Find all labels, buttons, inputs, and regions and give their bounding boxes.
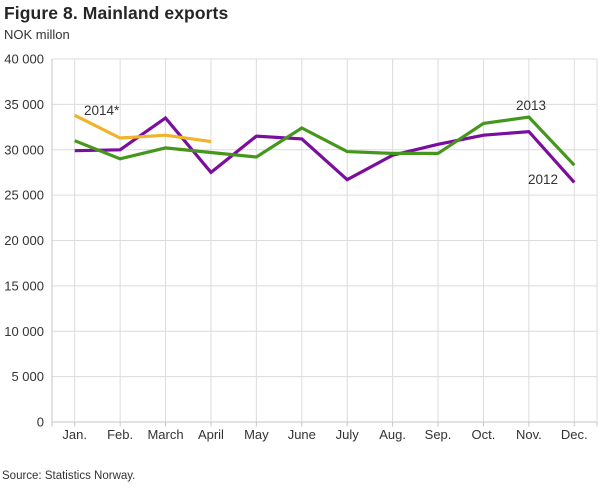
x-axis-label: April: [198, 427, 224, 442]
x-axis-label: June: [288, 427, 316, 442]
x-axis-label: Aug.: [379, 427, 406, 442]
series-label-2012: 2012: [528, 172, 558, 187]
y-axis-label: 25 000: [4, 188, 44, 203]
x-axis-label: July: [336, 427, 360, 442]
x-axis-label: March: [147, 427, 183, 442]
y-axis-label: 0: [37, 415, 44, 430]
y-axis-label: 5 000: [11, 369, 44, 384]
x-axis-label: Sep.: [425, 427, 452, 442]
chart-title: Figure 8. Mainland exports: [4, 3, 229, 23]
x-axis-label: Oct.: [472, 427, 496, 442]
source-note: Source: Statistics Norway.: [2, 470, 136, 482]
y-axis-label: 40 000: [4, 52, 44, 67]
series-line-2013: [74, 115, 576, 167]
y-axis-label: 30 000: [4, 142, 44, 157]
x-axis-label: Dec.: [561, 427, 588, 442]
series-line-2012: [74, 115, 576, 184]
line-chart-plot: 0 5 000 10 000 15 000 20 000 25 000 30 000 35 0…: [4, 52, 598, 442]
chart-subtitle: NOK millon: [4, 27, 70, 42]
y-axis-label: 20 000: [4, 233, 44, 248]
series-line-2014: [73, 113, 212, 144]
y-axis-label: 15 000: [4, 278, 44, 293]
series-label-2014: 2014*: [84, 103, 120, 118]
x-axis-label: May: [244, 427, 269, 442]
y-axis-label: 10 000: [4, 324, 44, 339]
x-axis-label: Feb.: [107, 427, 133, 442]
series-label-2013: 2013: [516, 98, 546, 113]
x-axis-label: Nov.: [516, 427, 542, 442]
y-axis-label: 35 000: [4, 97, 44, 112]
x-axis-label: Jan.: [62, 427, 87, 442]
